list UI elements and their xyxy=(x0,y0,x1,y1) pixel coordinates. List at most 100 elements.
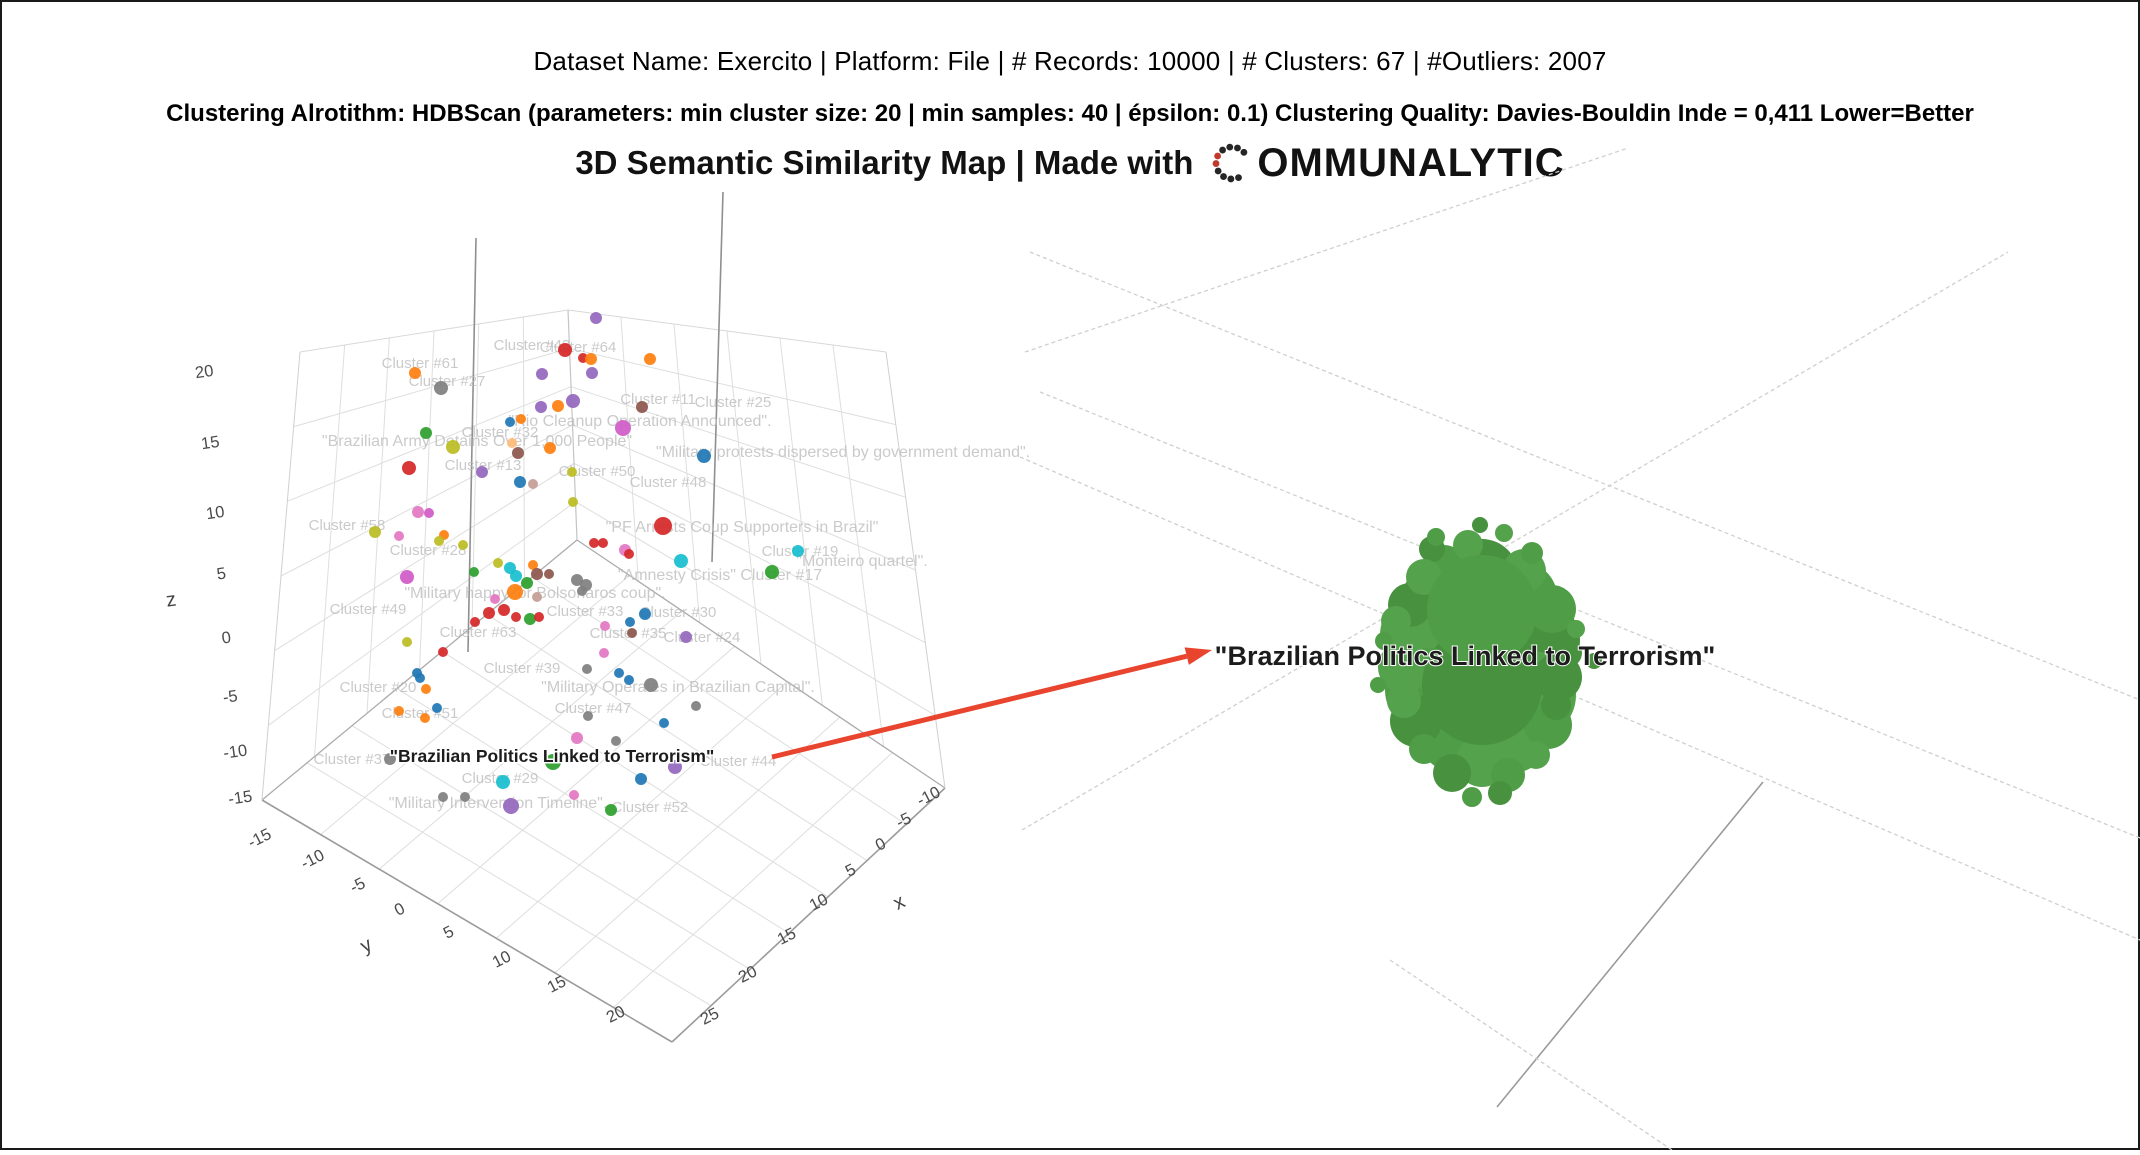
blob-point[interactable] xyxy=(1370,677,1386,693)
data-point[interactable] xyxy=(552,400,564,412)
data-point[interactable] xyxy=(659,718,669,728)
data-point[interactable] xyxy=(611,736,621,746)
blob-point[interactable] xyxy=(1378,641,1430,693)
data-point[interactable] xyxy=(438,792,448,802)
data-point[interactable] xyxy=(668,760,682,774)
data-point[interactable] xyxy=(498,604,510,616)
data-point[interactable] xyxy=(644,353,656,365)
blob-point[interactable] xyxy=(1541,690,1571,720)
3d-scatter-plot[interactable]: 20151050-5-10-15z-15-10-505101520y-10-50… xyxy=(165,191,1030,1043)
data-point[interactable] xyxy=(510,570,522,582)
data-point[interactable] xyxy=(571,574,583,586)
data-point[interactable] xyxy=(446,440,460,454)
blob-point[interactable] xyxy=(1453,530,1483,560)
data-point[interactable] xyxy=(524,613,536,625)
data-point[interactable] xyxy=(674,554,688,568)
data-point[interactable] xyxy=(402,637,412,647)
data-point[interactable] xyxy=(528,479,538,489)
data-point[interactable] xyxy=(434,381,448,395)
blob-point[interactable] xyxy=(1433,754,1471,792)
data-point[interactable] xyxy=(599,648,609,658)
data-point[interactable] xyxy=(507,584,523,600)
data-point[interactable] xyxy=(384,753,396,765)
data-point[interactable] xyxy=(644,678,658,692)
scatter-points[interactable] xyxy=(369,312,804,816)
data-point[interactable] xyxy=(493,558,503,568)
data-point[interactable] xyxy=(598,538,608,548)
blob-point[interactable] xyxy=(1427,555,1537,665)
data-point[interactable] xyxy=(369,526,381,538)
blob-point[interactable] xyxy=(1522,741,1550,769)
data-point[interactable] xyxy=(571,732,583,744)
data-point[interactable] xyxy=(589,538,599,548)
data-point[interactable] xyxy=(654,517,672,535)
selected-cluster-label[interactable]: "Brazilian Politics Linked to Terrorism" xyxy=(388,745,716,768)
data-point[interactable] xyxy=(420,713,430,723)
data-point[interactable] xyxy=(582,664,592,674)
blob-point[interactable] xyxy=(1554,639,1582,667)
data-point[interactable] xyxy=(531,568,543,580)
data-point[interactable] xyxy=(765,565,779,579)
data-point[interactable] xyxy=(680,631,692,643)
data-point[interactable] xyxy=(400,570,414,584)
data-point[interactable] xyxy=(545,754,561,770)
data-point[interactable] xyxy=(627,628,637,638)
data-point[interactable] xyxy=(394,531,404,541)
data-point[interactable] xyxy=(544,442,556,454)
data-point[interactable] xyxy=(511,612,521,622)
data-point[interactable] xyxy=(394,706,404,716)
blob-point[interactable] xyxy=(1567,620,1585,638)
data-point[interactable] xyxy=(521,577,533,589)
blob-point[interactable] xyxy=(1381,606,1411,636)
data-point[interactable] xyxy=(558,343,572,357)
data-point[interactable] xyxy=(469,567,479,577)
data-point[interactable] xyxy=(507,438,517,448)
data-point[interactable] xyxy=(534,612,544,622)
blob-point[interactable] xyxy=(1488,781,1512,805)
data-point[interactable] xyxy=(514,476,526,488)
blob-point[interactable] xyxy=(1521,542,1543,564)
data-point[interactable] xyxy=(535,401,547,413)
data-point[interactable] xyxy=(590,312,602,324)
data-point[interactable] xyxy=(577,586,587,596)
data-point[interactable] xyxy=(625,617,635,627)
data-point[interactable] xyxy=(691,701,701,711)
data-point[interactable] xyxy=(516,414,526,424)
data-point[interactable] xyxy=(792,545,804,557)
data-point[interactable] xyxy=(600,621,610,631)
data-point[interactable] xyxy=(586,367,598,379)
data-point[interactable] xyxy=(434,536,444,546)
data-point[interactable] xyxy=(402,461,416,475)
blob-point[interactable] xyxy=(1409,734,1439,764)
blob-point[interactable] xyxy=(1586,653,1602,669)
data-point[interactable] xyxy=(496,775,510,789)
zoomed-cluster-panel[interactable]: "Brazilian Politics Linked to Terrorism" xyxy=(1019,147,2140,1151)
data-point[interactable] xyxy=(624,675,634,685)
data-point[interactable] xyxy=(614,668,624,678)
blob-point[interactable] xyxy=(1462,787,1482,807)
data-point[interactable] xyxy=(536,368,548,380)
data-point[interactable] xyxy=(532,592,542,602)
data-point[interactable] xyxy=(528,560,538,570)
data-point[interactable] xyxy=(615,420,631,436)
blob-point[interactable] xyxy=(1387,684,1421,718)
data-point[interactable] xyxy=(569,790,579,800)
data-point[interactable] xyxy=(438,647,448,657)
data-point[interactable] xyxy=(409,367,421,379)
blob-point[interactable] xyxy=(1495,524,1513,542)
data-point[interactable] xyxy=(566,394,580,408)
data-point[interactable] xyxy=(460,792,470,802)
data-point[interactable] xyxy=(412,506,424,518)
cluster-blob[interactable] xyxy=(1370,517,1602,807)
data-point[interactable] xyxy=(635,773,647,785)
data-point[interactable] xyxy=(505,417,515,427)
data-point[interactable] xyxy=(636,401,648,413)
blob-point[interactable] xyxy=(1472,517,1488,533)
data-point[interactable] xyxy=(483,607,495,619)
data-point[interactable] xyxy=(476,466,488,478)
blob-point[interactable] xyxy=(1528,585,1576,633)
data-point[interactable] xyxy=(544,569,554,579)
data-point[interactable] xyxy=(420,427,432,439)
